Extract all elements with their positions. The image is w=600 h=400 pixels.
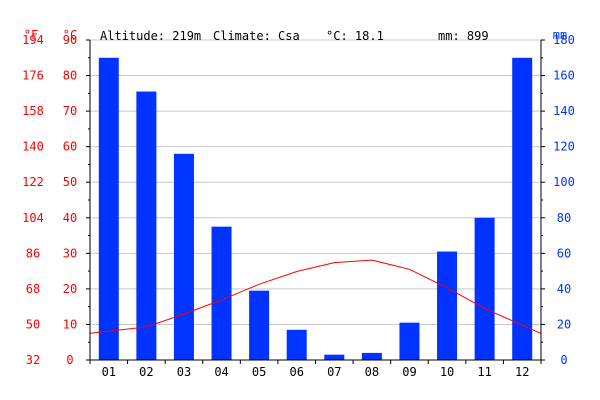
precip-bar xyxy=(249,290,270,360)
fahrenheit-tick-label: 158 xyxy=(22,104,44,118)
mm-tick-label: 100 xyxy=(553,175,575,189)
fahrenheit-tick-label: 194 xyxy=(22,33,44,47)
mm-tick-label: 120 xyxy=(553,140,575,154)
month-tick-label: 04 xyxy=(214,365,228,379)
mm-unit-label: mm xyxy=(553,28,567,42)
celsius-tick-label: 40 xyxy=(63,211,77,225)
month-tick-label: 07 xyxy=(327,365,341,379)
fahrenheit-tick-label: 50 xyxy=(26,317,40,331)
precip-bar xyxy=(211,226,232,360)
precip-bar xyxy=(286,329,307,360)
annual-precip-label: mm: 899 xyxy=(438,29,489,43)
precip-bar xyxy=(474,217,495,360)
mm-tick-label: 40 xyxy=(557,282,571,296)
precip-bar xyxy=(437,251,458,360)
precip-bar xyxy=(136,91,157,361)
month-tick-label: 12 xyxy=(515,365,529,379)
month-tick-label: 08 xyxy=(365,365,379,379)
mm-tick-label: 0 xyxy=(560,353,567,367)
mm-tick-label: 80 xyxy=(557,211,571,225)
fahrenheit-tick-label: 140 xyxy=(22,140,44,154)
month-tick-label: 11 xyxy=(477,365,491,379)
celsius-tick-label: 0 xyxy=(66,353,73,367)
celsius-tick-label: 80 xyxy=(63,69,77,83)
celsius-unit-label: °C xyxy=(63,28,77,42)
fahrenheit-tick-label: 86 xyxy=(26,246,40,260)
climate-label: Climate: Csa xyxy=(213,29,300,43)
month-tick-label: 09 xyxy=(402,365,416,379)
month-tick-label: 10 xyxy=(440,365,454,379)
fahrenheit-tick-label: 104 xyxy=(22,211,44,225)
precip-bar xyxy=(98,57,119,361)
fahrenheit-tick-label: 32 xyxy=(26,353,40,367)
mean-temp-label: °C: 18.1 xyxy=(326,29,384,43)
celsius-tick-label: 20 xyxy=(63,282,77,296)
mm-tick-label: 180 xyxy=(553,33,575,47)
celsius-tick-label: 90 xyxy=(63,33,77,47)
mm-tick-label: 160 xyxy=(553,69,575,83)
plot-axes xyxy=(86,39,545,364)
precip-bar xyxy=(399,322,420,360)
altitude-label: Altitude: 219m xyxy=(100,29,201,43)
celsius-tick-label: 70 xyxy=(63,104,77,118)
fahrenheit-tick-labels: 32 50 68 86 104 122 140 158 176 194 xyxy=(22,33,44,367)
precip-bar xyxy=(512,57,533,361)
gridlines xyxy=(90,39,541,361)
fahrenheit-tick-label: 176 xyxy=(22,69,44,83)
celsius-tick-label: 30 xyxy=(63,246,77,260)
celsius-tick-label: 50 xyxy=(63,175,77,189)
month-tick-label: 06 xyxy=(289,365,303,379)
temperature-line xyxy=(89,259,542,334)
precipitation-bars xyxy=(98,57,533,361)
mm-tick-labels: 0 20 40 60 80 100 120 140 160 180 xyxy=(553,33,575,367)
fahrenheit-tick-label: 122 xyxy=(22,175,44,189)
celsius-tick-labels: 0 10 20 30 40 50 60 70 80 90 xyxy=(63,33,77,367)
precip-bar xyxy=(173,153,194,360)
precip-bar xyxy=(324,354,345,360)
month-tick-label: 03 xyxy=(177,365,191,379)
mm-tick-label: 60 xyxy=(557,246,571,260)
month-tick-label: 01 xyxy=(102,365,116,379)
precip-bar xyxy=(361,352,382,360)
mm-tick-label: 140 xyxy=(553,104,575,118)
celsius-tick-label: 60 xyxy=(63,140,77,154)
month-tick-label: 02 xyxy=(139,365,153,379)
mm-tick-label: 20 xyxy=(557,317,571,331)
month-tick-labels: 01 02 03 04 05 06 07 08 09 10 11 12 xyxy=(102,365,530,379)
celsius-tick-label: 10 xyxy=(63,317,77,331)
month-tick-label: 05 xyxy=(252,365,266,379)
fahrenheit-tick-label: 68 xyxy=(26,282,40,296)
fahrenheit-unit-label: °F xyxy=(24,28,38,42)
